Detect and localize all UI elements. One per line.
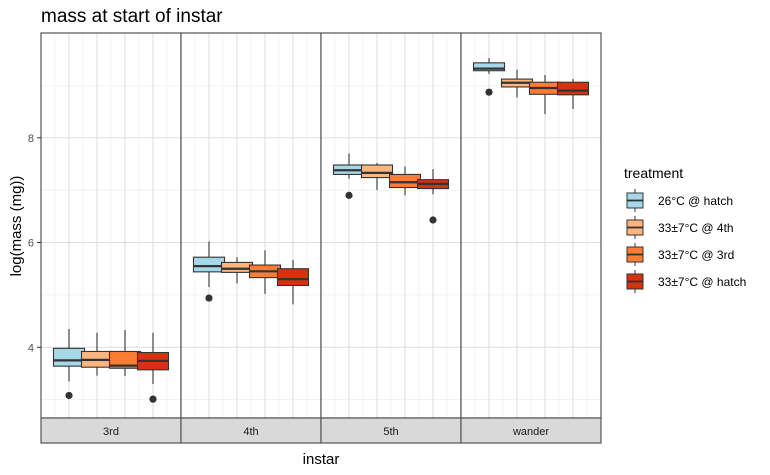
legend-label: 33±7°C @ hatch xyxy=(658,275,746,289)
facet-strip xyxy=(460,417,602,444)
box-4th-4 xyxy=(276,259,310,305)
legend-entry: 33±7°C @ 3rd xyxy=(626,243,734,266)
legend-label: 26°C @ hatch xyxy=(658,194,733,208)
y-tick-label: 4 xyxy=(28,342,34,354)
outlier-point xyxy=(149,395,157,403)
outlier-point xyxy=(205,294,213,302)
outlier-point xyxy=(345,191,353,199)
x-axis-label: instar xyxy=(303,451,340,468)
box-body xyxy=(556,81,590,96)
outlier-point xyxy=(65,391,73,400)
box-5th-1 xyxy=(332,153,366,199)
legend-entry: 33±7°C @ 4th xyxy=(626,216,734,239)
box-body xyxy=(472,62,506,72)
box-body xyxy=(360,164,394,179)
chart-title: mass at start of instar xyxy=(41,6,223,27)
legend-entry: 26°C @ hatch xyxy=(626,189,733,212)
box-body xyxy=(220,261,254,273)
facet-label: 4th xyxy=(243,426,258,438)
box-wander-3 xyxy=(528,74,562,115)
box-wander-1 xyxy=(472,58,506,96)
y-axis-label: log(mass (mg)) xyxy=(8,176,25,277)
legend-label: 33±7°C @ 4th xyxy=(658,221,734,235)
box-4th-1 xyxy=(192,241,226,302)
panel-4th: 4th xyxy=(180,32,322,444)
panel-3rd: 3rd xyxy=(40,32,182,444)
legend-entry: 33±7°C @ hatch xyxy=(626,270,746,293)
y-tick-label: 6 xyxy=(28,238,34,250)
box-body xyxy=(192,256,226,273)
box-3rd-4 xyxy=(136,332,170,403)
box-body xyxy=(276,268,310,287)
box-body xyxy=(52,347,86,367)
box-body xyxy=(388,173,422,189)
facet-label: 3rd xyxy=(103,426,119,438)
box-wander-4 xyxy=(556,79,590,109)
outlier-point xyxy=(485,88,493,96)
box-3rd-2 xyxy=(80,332,114,376)
legend-title: treatment xyxy=(624,165,683,181)
y-tick-label: 8 xyxy=(28,133,34,145)
facet-strip xyxy=(180,417,322,444)
y-axis-ticks: 4 6 8 xyxy=(28,133,41,354)
facet-label: wander xyxy=(512,426,549,438)
box-wander-2 xyxy=(500,69,534,98)
box-5th-2 xyxy=(360,162,394,191)
box-5th-3 xyxy=(388,166,422,196)
panel-wander: wander xyxy=(460,32,602,444)
legend: treatment 26°C @ hatch 33±7°C @ 4th 33±7°C… xyxy=(624,165,746,293)
facet-label: 5th xyxy=(383,426,398,438)
panels: 3rd 4th 5th wander xyxy=(40,32,602,444)
outlier-point xyxy=(429,216,437,224)
panel-5th: 5th xyxy=(320,32,462,444)
box-3rd-3 xyxy=(108,330,142,377)
facet-strip xyxy=(40,417,182,444)
box-5th-4 xyxy=(416,169,450,224)
legend-label: 33±7°C @ 3rd xyxy=(658,248,734,262)
